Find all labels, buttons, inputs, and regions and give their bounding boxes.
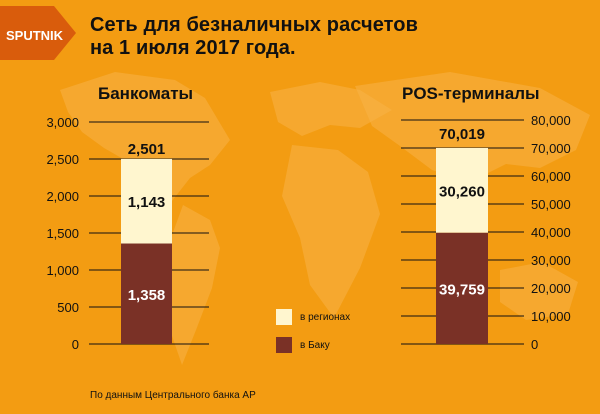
legend: в регионах в Баку [276,309,350,365]
bar-label-regions-0: 1,143 [128,194,166,211]
bar-regions-1 [436,147,488,233]
bar-label-regions-1: 30,260 [439,183,485,200]
ytick-label-1-0: 0 [531,337,538,352]
ytick-label-0-1: 500 [57,300,79,315]
svg-text:SPUTNIK: SPUTNIK [6,28,64,43]
bar-total-label-0: 2,501 [128,141,166,158]
ytick-label-1-6: 60,000 [531,169,571,184]
legend-swatch-baku [276,337,292,353]
ytick-label-1-2: 20,000 [531,281,571,296]
ytick-label-0-5: 2,500 [46,152,79,167]
bar-baku-1 [436,232,488,344]
bar-label-baku-1: 39,759 [439,281,485,298]
ytick-label-1-1: 10,000 [531,309,571,324]
sputnik-logo: SPUTNIK [0,6,76,60]
ytick-label-1-4: 40,000 [531,225,571,240]
ytick-label-0-2: 1,000 [46,263,79,278]
legend-label-baku: в Баку [300,339,330,351]
bar-baku-0 [121,243,172,344]
legend-item-baku: в Баку [276,337,350,353]
ytick-label-1-8: 80,000 [531,113,571,128]
bar-label-baku-0: 1,358 [128,287,166,304]
ytick-label-1-5: 50,000 [531,197,571,212]
legend-swatch-regions [276,309,292,325]
bar-regions-0 [121,158,172,244]
ytick-label-1-7: 70,000 [531,141,571,156]
page-title: Сеть для безналичных расчетов на 1 июля … [90,14,419,59]
ytick-label-0-0: 0 [72,337,79,352]
pos-chart-title: POS-терминалы [402,84,540,103]
legend-item-regions: в регионах [276,309,350,325]
ytick-label-0-6: 3,000 [46,115,79,130]
ytick-label-0-4: 2,000 [46,189,79,204]
source-note: По данным Центрального банка АР [90,390,256,401]
atm-chart-title: Банкоматы [98,84,194,103]
legend-label-regions: в регионах [300,311,351,323]
bar-total-label-1: 70,019 [439,126,485,143]
ytick-label-1-3: 30,000 [531,253,571,268]
ytick-label-0-3: 1,500 [46,226,79,241]
logo-shape: SPUTNIK [0,6,76,60]
